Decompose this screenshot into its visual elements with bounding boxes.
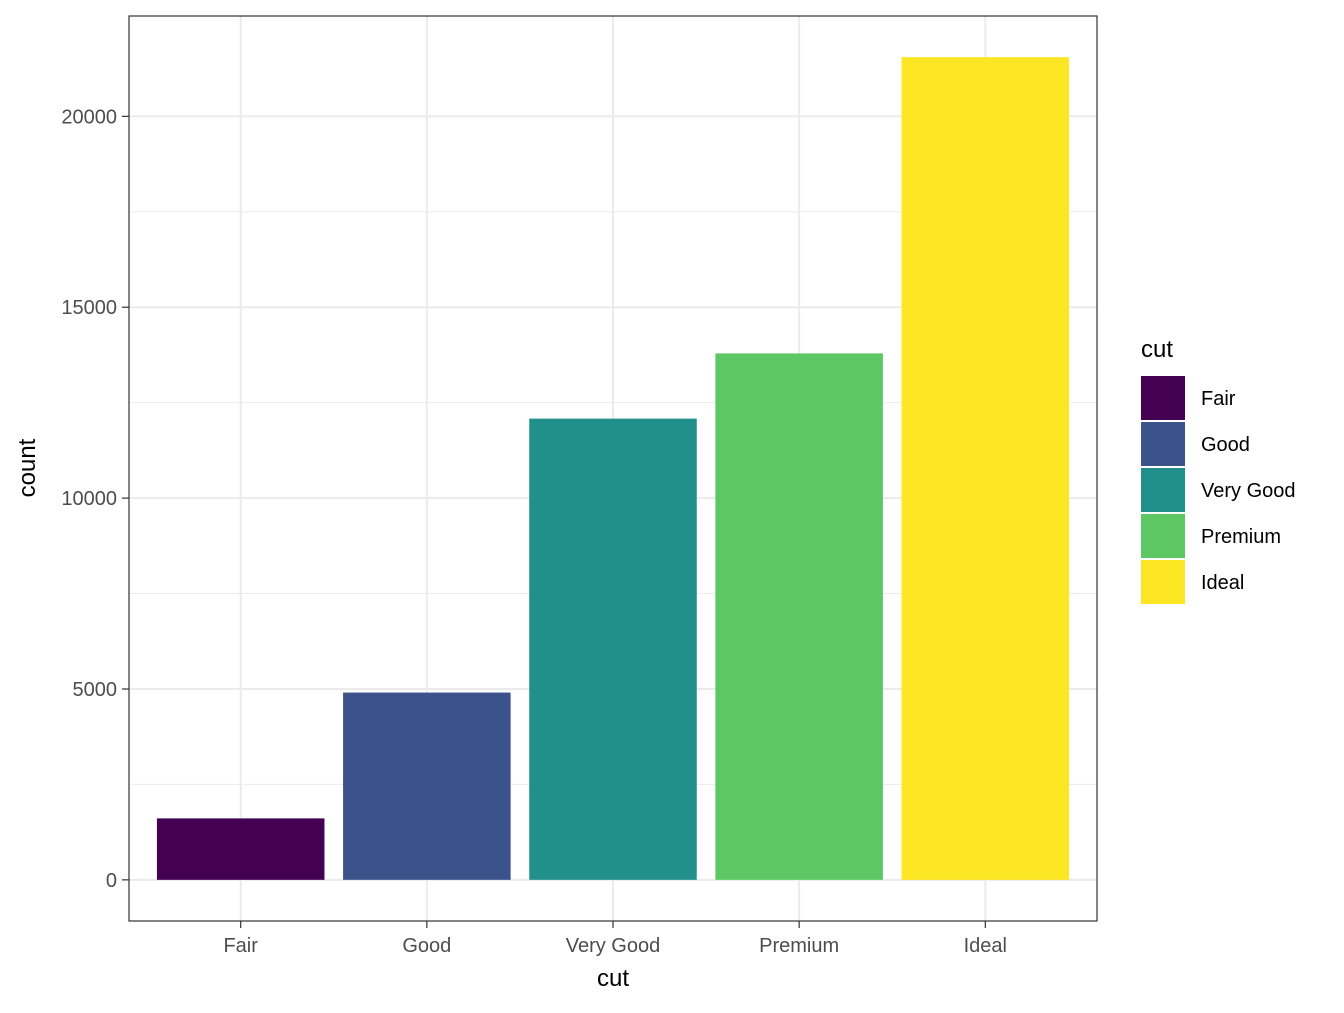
legend-label: Premium: [1201, 526, 1281, 548]
legend: cut Fair Good Very Good Premium Ideal: [1141, 336, 1296, 604]
legend-label: Very Good: [1201, 480, 1296, 502]
y-tick-label: 10000: [61, 488, 117, 510]
bar-very-good: [529, 418, 697, 880]
x-tick-label: Very Good: [566, 935, 661, 957]
x-tick-label: Premium: [759, 935, 839, 957]
x-axis-title: cut: [597, 965, 629, 992]
y-tick-label: 5000: [73, 679, 118, 701]
bar-fair: [156, 818, 325, 880]
y-tick-label: 0: [106, 870, 117, 892]
legend-entries: Fair Good Very Good Premium Ideal: [1141, 376, 1296, 604]
bar-ideal: [901, 57, 1070, 880]
legend-key: [1141, 514, 1185, 558]
y-tick-label: 20000: [61, 106, 117, 128]
bar-premium: [715, 353, 883, 880]
y-axis-title: count: [14, 438, 41, 497]
y-tick-label: 15000: [61, 297, 117, 319]
legend-label: Fair: [1201, 388, 1236, 410]
legend-label: Good: [1201, 434, 1250, 456]
legend-key: [1141, 468, 1185, 512]
x-tick-label: Ideal: [964, 935, 1007, 957]
x-tick-label: Fair: [223, 935, 258, 957]
legend-key: [1141, 422, 1185, 466]
bars: [156, 57, 1070, 880]
legend-key: [1141, 560, 1185, 604]
bar-good: [343, 692, 511, 880]
x-tick-label: Good: [402, 935, 451, 957]
axes: 0 5000 10000 15000 20000 Fair Good Very Good Pre…: [61, 106, 1007, 957]
legend-title: cut: [1141, 336, 1173, 363]
legend-label: Ideal: [1201, 572, 1244, 594]
legend-key: [1141, 376, 1185, 420]
